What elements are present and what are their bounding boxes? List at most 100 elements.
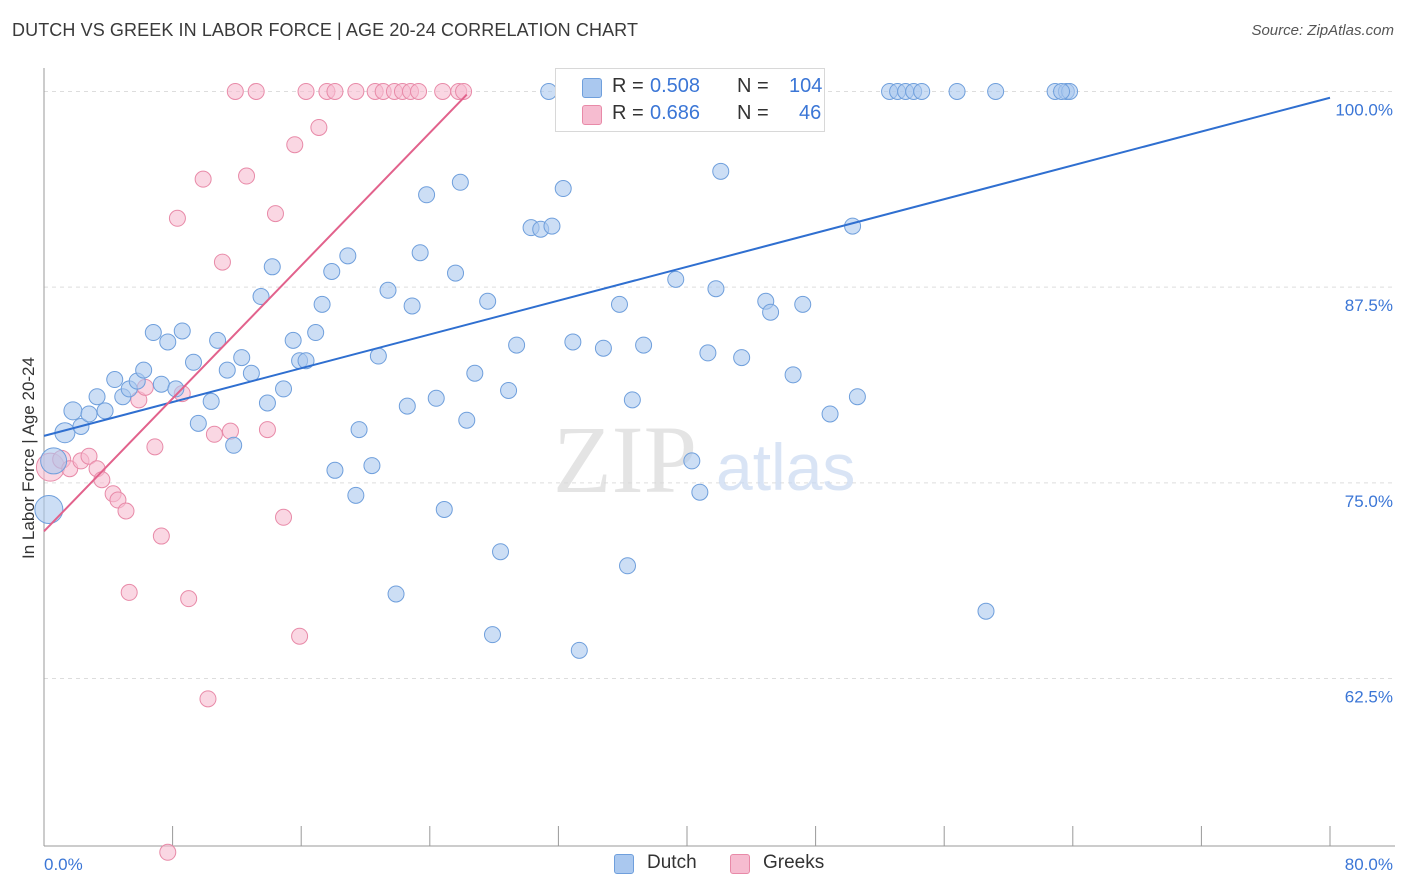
dutch-point bbox=[297, 352, 315, 370]
legend-n-label: N = bbox=[737, 102, 769, 124]
x-axis-ticks bbox=[172, 826, 1331, 846]
dutch-point bbox=[189, 414, 207, 432]
dutch-point bbox=[233, 349, 251, 367]
dutch-point bbox=[34, 494, 64, 524]
dutch-point bbox=[570, 641, 588, 659]
greek-point bbox=[120, 583, 138, 601]
dutch-point bbox=[564, 333, 582, 351]
dutch-point bbox=[387, 585, 405, 603]
dutch-point bbox=[610, 295, 628, 313]
dutch-point bbox=[326, 461, 344, 479]
chart-title: DUTCH VS GREEK IN LABOR FORCE | AGE 20-2… bbox=[12, 20, 639, 40]
dutch-point bbox=[554, 180, 572, 198]
greek-point bbox=[297, 82, 315, 100]
x-tick-label: 80.0% bbox=[1345, 855, 1393, 874]
dutch-point bbox=[821, 405, 839, 423]
dutch-point bbox=[275, 380, 293, 398]
y-axis-tick-labels: 62.5% 75.0% 87.5% 100.0% bbox=[1335, 100, 1393, 706]
dutch-point bbox=[398, 397, 416, 415]
dutch-point bbox=[258, 394, 276, 412]
dutch-point bbox=[225, 436, 243, 454]
dutch-point bbox=[762, 303, 780, 321]
dutch-trendline bbox=[43, 96, 1331, 437]
dutch-point bbox=[167, 380, 185, 398]
greek-point bbox=[291, 627, 309, 645]
dutch-point bbox=[977, 602, 995, 620]
dutch-point bbox=[106, 371, 124, 389]
greek-point bbox=[205, 425, 223, 443]
legend-r-label: R = bbox=[612, 75, 644, 97]
dutch-point bbox=[135, 361, 153, 379]
greek-point bbox=[286, 136, 304, 154]
bottom-legend-label-dutch: Dutch bbox=[647, 852, 697, 873]
dutch-point bbox=[466, 364, 484, 382]
dutch-point bbox=[173, 322, 191, 340]
greek-point bbox=[455, 82, 473, 100]
y-tick-label: 75.0% bbox=[1345, 492, 1393, 511]
greek-point bbox=[238, 167, 256, 185]
dutch-point bbox=[619, 557, 637, 575]
dutch-point bbox=[209, 331, 227, 349]
dutch-point bbox=[913, 82, 931, 100]
watermark-zip: ZIP bbox=[553, 406, 697, 513]
dutch-point bbox=[691, 483, 709, 501]
greek-point bbox=[266, 205, 284, 223]
dutch-point bbox=[492, 543, 510, 561]
y-tick-label: 87.5% bbox=[1345, 296, 1393, 315]
dutch-point bbox=[144, 324, 162, 342]
dutch-point bbox=[987, 82, 1005, 100]
dutch-point bbox=[784, 366, 802, 384]
dutch-point bbox=[635, 336, 653, 354]
greek-point bbox=[194, 170, 212, 188]
greek-point bbox=[247, 82, 265, 100]
greek-point bbox=[152, 527, 170, 545]
watermark: ZIP atlas bbox=[553, 406, 855, 513]
greek-point bbox=[180, 590, 198, 608]
legend-r-label: R = bbox=[612, 102, 644, 124]
dutch-point bbox=[483, 626, 501, 644]
greek-point bbox=[258, 421, 276, 439]
dutch-point bbox=[63, 401, 83, 421]
greek-point bbox=[434, 82, 452, 100]
x-tick-label: 0.0% bbox=[44, 855, 83, 874]
dutch-point bbox=[794, 295, 812, 313]
dutch-point bbox=[667, 270, 685, 288]
dutch-point bbox=[411, 244, 429, 262]
dutch-point bbox=[500, 381, 518, 399]
dutch-point bbox=[508, 336, 526, 354]
dutch-point bbox=[707, 280, 725, 298]
dutch-point bbox=[403, 297, 421, 315]
greek-point bbox=[347, 82, 365, 100]
dutch-point bbox=[323, 263, 341, 281]
legend-r-value-dutch: 0.508 bbox=[650, 75, 701, 97]
dutch-point bbox=[339, 247, 357, 265]
dutch-point bbox=[848, 388, 866, 406]
dutch-point bbox=[435, 500, 453, 518]
dutch-point bbox=[712, 162, 730, 180]
greek-point bbox=[326, 82, 344, 100]
dutch-point bbox=[307, 324, 325, 342]
greek-point bbox=[410, 82, 428, 100]
greek-point bbox=[199, 690, 217, 708]
dutch-point bbox=[594, 339, 612, 357]
dutch-point bbox=[543, 217, 561, 235]
dutch-point bbox=[347, 486, 365, 504]
dutch-point bbox=[218, 361, 236, 379]
bottom-legend-label-greeks: Greeks bbox=[763, 852, 825, 873]
chart-source: Source: ZipAtlas.com bbox=[1251, 22, 1394, 39]
dutch-point bbox=[40, 447, 68, 475]
greek-point bbox=[310, 118, 328, 136]
greek-point bbox=[213, 253, 231, 271]
greek-point bbox=[159, 843, 177, 861]
stats-legend: R = 0.508 N = 104 R = 0.686 N = 46 bbox=[555, 68, 825, 132]
greek-point bbox=[275, 508, 293, 526]
x-axis-tick-labels: 0.0% 80.0% bbox=[44, 855, 1393, 874]
dutch-point bbox=[683, 452, 701, 470]
dutch-point bbox=[159, 333, 177, 351]
greek-point bbox=[117, 502, 135, 520]
greek-point bbox=[221, 422, 239, 440]
y-axis-title: In Labor Force | Age 20-24 bbox=[19, 357, 38, 559]
dutch-point bbox=[252, 288, 270, 306]
watermark-atlas: atlas bbox=[716, 430, 855, 504]
